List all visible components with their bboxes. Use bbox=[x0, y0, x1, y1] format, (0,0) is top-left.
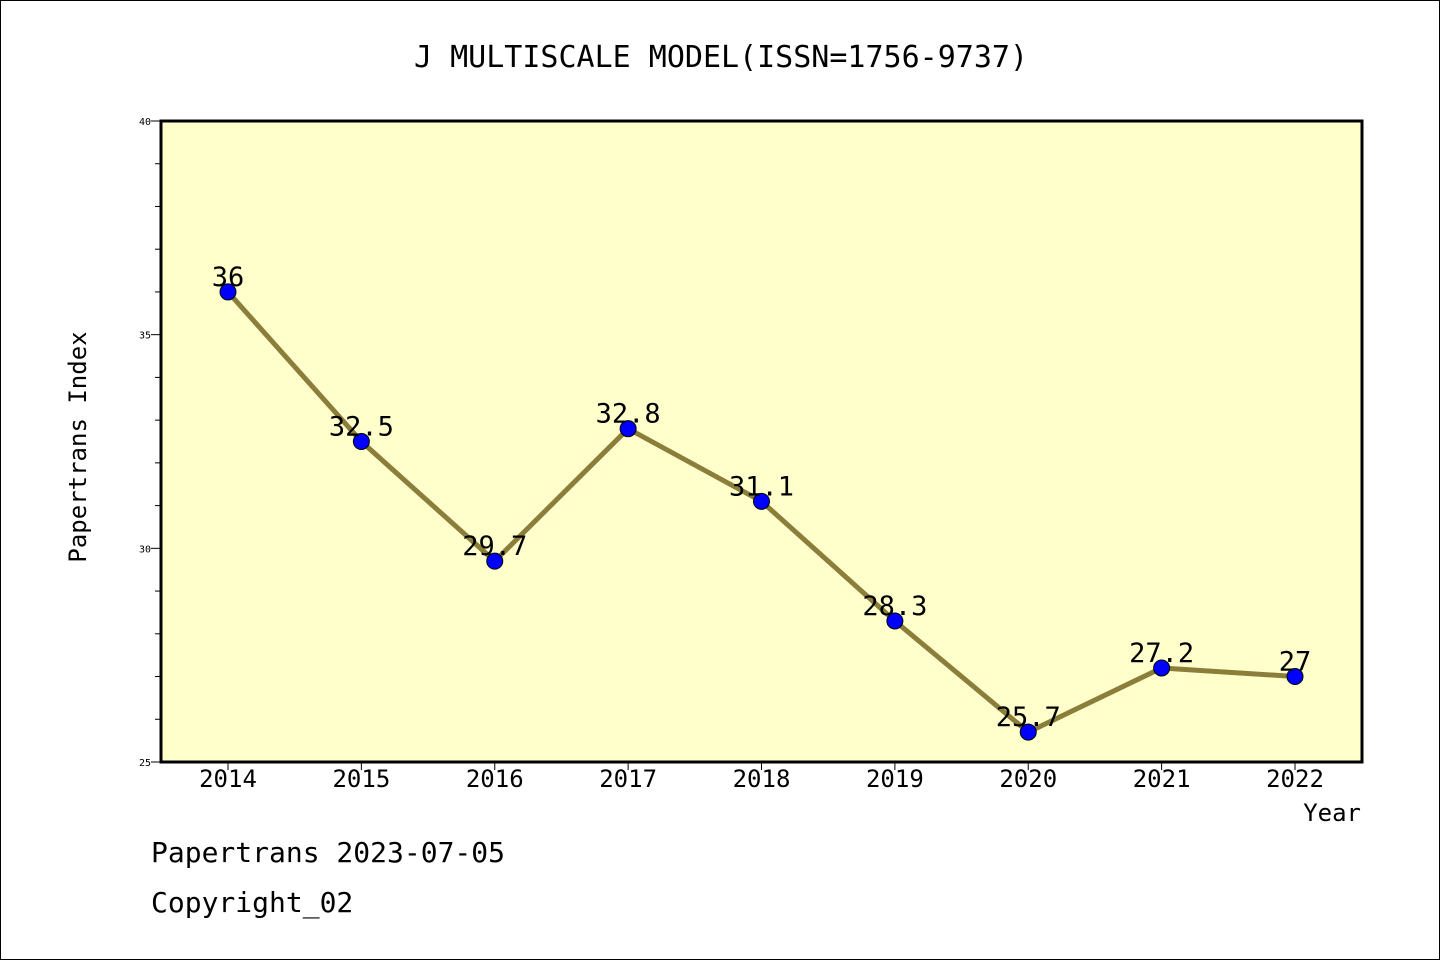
data-point bbox=[1286, 668, 1304, 686]
data-point bbox=[1019, 723, 1037, 741]
footer-date: Papertrans 2023-07-05 bbox=[151, 836, 506, 869]
data-label: 27 bbox=[1279, 647, 1312, 678]
data-label: 32.5 bbox=[329, 412, 394, 443]
data-label: 32.8 bbox=[596, 399, 661, 430]
data-label: 31.1 bbox=[729, 471, 794, 502]
data-point bbox=[619, 420, 637, 438]
y-tick-label: 30 bbox=[139, 544, 151, 555]
y-tick-label: 25 bbox=[139, 758, 151, 769]
data-point bbox=[753, 492, 770, 510]
y-tick-label: 35 bbox=[139, 331, 151, 342]
chart-title: J MULTISCALE MODEL(ISSN=1756-9737) bbox=[414, 40, 1028, 75]
y-tick-label: 40 bbox=[139, 117, 151, 128]
x-tick-label: 2015 bbox=[332, 765, 390, 793]
y-axis-label: Papertrans Index bbox=[64, 331, 92, 562]
data-point bbox=[352, 433, 370, 450]
x-tick-label: 2017 bbox=[599, 765, 657, 793]
data-label: 28.3 bbox=[862, 591, 927, 622]
data-point bbox=[219, 283, 237, 301]
x-tick-label: 2022 bbox=[1266, 765, 1324, 793]
footer-copyright: Copyright_02 bbox=[151, 886, 354, 919]
x-tick-label: 2018 bbox=[733, 765, 791, 793]
x-tick-label: 2020 bbox=[999, 765, 1057, 793]
x-axis-label: Year bbox=[1303, 799, 1361, 827]
x-tick-label: 2021 bbox=[1133, 765, 1191, 793]
x-tick-label: 2019 bbox=[866, 765, 924, 793]
data-point bbox=[886, 612, 904, 630]
data-label: 27.2 bbox=[1129, 638, 1194, 669]
x-tick-label: 2014 bbox=[199, 765, 257, 793]
data-point bbox=[1153, 659, 1171, 677]
data-label: 25.7 bbox=[996, 702, 1061, 733]
data-label: 36 bbox=[212, 262, 245, 293]
data-label: 29.7 bbox=[462, 531, 527, 562]
data-point bbox=[486, 552, 504, 570]
x-tick-label: 2016 bbox=[466, 765, 524, 793]
